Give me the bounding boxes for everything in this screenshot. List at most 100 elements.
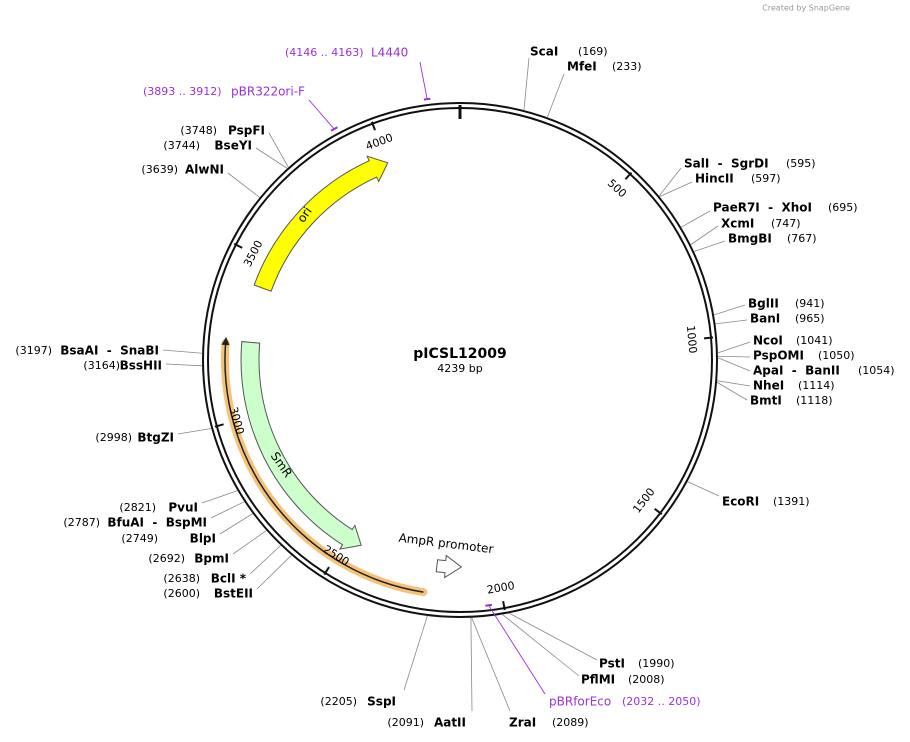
enzyme-connector — [509, 612, 598, 661]
enzyme-name: PaeR7I - XhoI — [713, 201, 812, 215]
primer-connector — [308, 99, 335, 130]
enzyme-position: (1391) — [773, 495, 810, 508]
enzyme-connector — [227, 172, 260, 198]
enzyme-connector — [201, 490, 238, 504]
tick-mark — [233, 242, 243, 249]
enzyme-name: SspI — [367, 695, 396, 709]
enzyme-connector — [471, 617, 511, 712]
enzyme-position: (2821) — [119, 501, 156, 514]
enzyme-connector — [681, 210, 711, 228]
enzyme-name: NcoI — [753, 334, 783, 348]
enzyme-position: (169) — [578, 45, 608, 58]
enzyme-connector — [232, 530, 267, 555]
enzyme-name: BtgZI — [137, 431, 174, 445]
plasmid-size: 4239 bp — [437, 362, 482, 375]
enzyme-name: BanI — [750, 312, 780, 326]
enzyme-connector — [687, 481, 720, 497]
tick-label: 500 — [605, 177, 629, 201]
tick-label: 3500 — [241, 238, 265, 269]
enzyme-connector — [268, 132, 289, 168]
enzyme-position: (1114) — [798, 379, 835, 392]
enzyme-position: (3639) — [141, 163, 178, 176]
enzyme-connector — [713, 304, 746, 316]
enzyme-position: (1041) — [796, 334, 833, 347]
enzyme-position: (747) — [771, 217, 801, 230]
enzyme-connector — [717, 380, 751, 387]
enzyme-position: (3744) — [163, 139, 200, 152]
enzyme-connector — [177, 428, 212, 435]
enzyme-position: (695) — [828, 201, 858, 214]
enzyme-connector — [219, 513, 253, 535]
enzyme-connector — [165, 363, 203, 367]
tick-mark — [703, 336, 714, 340]
enzyme-name: AlwNI — [185, 163, 224, 177]
enzyme-name: PstI — [599, 657, 625, 671]
enzyme-position: (2600) — [163, 587, 200, 600]
enzyme-position: (2787) — [63, 516, 100, 529]
enzyme-position: (2205) — [320, 695, 357, 708]
primer-connector — [419, 61, 428, 100]
enzyme-name: BmgBI — [728, 232, 772, 246]
enzyme-name: BpmI — [194, 552, 229, 566]
enzyme-name: EcoRI — [722, 495, 759, 509]
primer-range: (4146 .. 4163) — [285, 46, 364, 59]
enzyme-name: NheI — [753, 379, 784, 393]
enzyme-connector — [717, 355, 751, 358]
tick-mark — [624, 171, 633, 180]
primer-mark — [423, 97, 431, 101]
tick-label: 2000 — [486, 579, 516, 597]
primer-connector — [488, 605, 546, 695]
enzyme-connector — [403, 615, 428, 691]
enzyme-position: (1990) — [638, 657, 675, 670]
primer-name: L4440 — [371, 46, 408, 60]
feature-label: AmpR promoter — [398, 531, 494, 557]
enzyme-name: PflMI — [581, 673, 615, 687]
primer-name: pBRforEco — [549, 695, 611, 709]
track-head — [221, 336, 230, 346]
tick-mark — [502, 600, 506, 611]
enzyme-name: BfuAI - BspMI — [107, 516, 207, 530]
enzyme-connector — [523, 57, 530, 111]
primer-mark — [485, 603, 493, 607]
enzyme-connector — [256, 554, 292, 590]
enzyme-position: (965) — [795, 312, 825, 325]
enzyme-name: BmtI — [750, 394, 782, 408]
enzyme-name: BlpI — [190, 532, 216, 546]
enzyme-name: BstEII — [214, 587, 253, 601]
credit: Created by SnapGene — [762, 4, 850, 13]
tick-label: 4000 — [364, 131, 395, 153]
enzyme-name: MfeI — [567, 60, 597, 74]
enzyme-name: BssHII — [120, 359, 162, 373]
enzyme-name: ApaI - BanII — [753, 364, 840, 378]
enzyme-position: (1118) — [796, 394, 833, 407]
enzyme-connector — [717, 341, 751, 354]
primer-mark — [330, 126, 338, 132]
enzyme-name: BclI * — [211, 572, 247, 586]
enzyme-connector — [690, 225, 719, 245]
tick-label: 1500 — [630, 486, 657, 516]
enzyme-name: ZraI — [509, 716, 536, 730]
feature-ampr-promoter — [435, 554, 463, 579]
enzyme-connector — [659, 181, 693, 197]
enzyme-connector — [502, 614, 580, 677]
enzyme-position: (2998) — [95, 431, 132, 444]
tick-mark — [323, 566, 330, 576]
enzyme-position: (1054) — [858, 364, 895, 377]
enzyme-name: PspFI — [228, 124, 265, 138]
enzyme-connector — [546, 73, 565, 118]
tick-mark — [654, 507, 663, 516]
enzyme-connector — [249, 545, 281, 575]
feature-smr — [240, 341, 362, 550]
enzyme-position: (597) — [751, 172, 781, 185]
enzyme-name: XcmI — [721, 217, 754, 231]
enzyme-name: PvuI — [168, 501, 198, 515]
enzyme-position: (2008) — [628, 673, 665, 686]
enzyme-connector — [658, 167, 682, 197]
enzyme-position: (767) — [787, 232, 817, 245]
enzyme-name: ScaI — [530, 45, 558, 59]
enzyme-connector — [715, 319, 748, 325]
enzyme-connector — [210, 501, 245, 519]
enzyme-name: AatII — [434, 716, 466, 730]
